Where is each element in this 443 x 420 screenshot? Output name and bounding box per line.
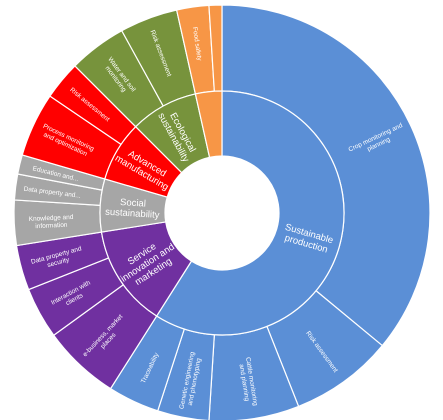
- inner-label-social-sustainability: Socialsustainability: [105, 196, 161, 221]
- outer-ring: [13, 4, 431, 420]
- inner-ring: [99, 90, 345, 336]
- outer-label-15: Food safety: [191, 27, 203, 62]
- inner-segment-sustainable-production: [155, 90, 345, 336]
- outer-label-8: Knowledge andinformation: [29, 214, 75, 231]
- inner-segment-food-safety: [194, 90, 223, 159]
